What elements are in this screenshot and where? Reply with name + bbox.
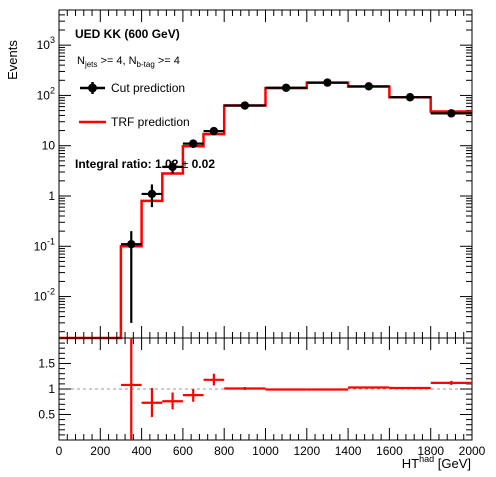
ratio-point	[203, 373, 225, 386]
x-ticks: 0 200 400 600 800 1000 1200 1400 1600 1800 2000	[56, 10, 486, 458]
main-y-tick-label: 103	[37, 35, 55, 52]
integral-ratio-annotation: Integral ratio: 1.02 ± 0.02	[75, 157, 215, 171]
ratio-point	[120, 338, 142, 440]
ratio-point	[265, 388, 307, 391]
ratio-point	[389, 386, 431, 390]
main-y-tick-label: 102	[37, 85, 55, 102]
main-panel: 10-2 10-1 1 10 102 103 Events UED KK (600 GeV…	[5, 9, 473, 340]
cut-point	[306, 78, 349, 87]
x-axis-label: HThad [GeV]	[402, 454, 471, 471]
x-tick-label: 2000	[459, 444, 486, 458]
ratio-point	[348, 386, 390, 389]
ratio-y-tick-label: 1.5	[38, 357, 55, 371]
legend-label-trf: TRF prediction	[111, 115, 190, 129]
trf-histogram-line	[59, 81, 472, 340]
ratio-points	[120, 338, 472, 440]
x-tick-label: 200	[90, 444, 110, 458]
legend-label-cut: Cut prediction	[111, 81, 185, 95]
cut-points	[120, 78, 472, 323]
x-tick-label: 1000	[252, 444, 279, 458]
main-y-ticks: 10-2 10-1 1 10 102 103	[34, 9, 472, 333]
ratio-panel: 0.5 1 1.5 0 200 400 600 800 1000 1200 1400 1600 180…	[38, 10, 486, 471]
cut-point	[224, 101, 266, 110]
ratio-point	[141, 387, 163, 418]
x-tick-label: 1200	[293, 444, 320, 458]
ratio-y-ticks: 0.5 1 1.5	[38, 342, 472, 436]
legend-marker-cut	[80, 82, 105, 94]
x-tick-label: 1400	[335, 444, 362, 458]
cut-point	[430, 109, 472, 118]
x-tick-label: 1600	[376, 444, 403, 458]
cut-point	[389, 93, 431, 102]
ratio-point	[182, 389, 204, 402]
legend-title: UED KK (600 GeV)	[75, 27, 180, 41]
cut-point	[182, 139, 204, 149]
ratio-y-tick-label: 1	[48, 382, 55, 396]
cut-point	[265, 83, 307, 92]
legend: UED KK (600 GeV) Njets >= 4, Nb-tag >= 4…	[75, 27, 190, 129]
cut-point	[162, 160, 183, 174]
y-axis-label: Events	[5, 40, 20, 80]
cut-point	[141, 184, 163, 208]
legend-selection-text: Njets >= 4, Nb-tag >= 4	[77, 55, 180, 69]
cut-point	[120, 231, 142, 323]
cut-point	[203, 126, 225, 136]
x-tick-label: 400	[132, 444, 152, 458]
cut-point	[348, 82, 390, 91]
ratio-point	[306, 388, 349, 391]
x-tick-label: 1800	[417, 444, 444, 458]
ratio-point	[224, 386, 266, 391]
ratio-point	[430, 380, 472, 385]
main-y-tick-label: 10-1	[34, 236, 55, 253]
x-tick-label: 600	[173, 444, 193, 458]
ratio-y-tick-label: 0.5	[38, 408, 55, 422]
x-tick-label: 0	[56, 444, 63, 458]
main-y-tick-label: 10	[42, 139, 56, 153]
x-tick-label: 800	[214, 444, 234, 458]
main-y-tick-label: 10-2	[34, 287, 55, 304]
ratio-point	[162, 392, 183, 410]
trf-histogram	[59, 81, 472, 340]
main-y-tick-label: 1	[48, 189, 55, 203]
